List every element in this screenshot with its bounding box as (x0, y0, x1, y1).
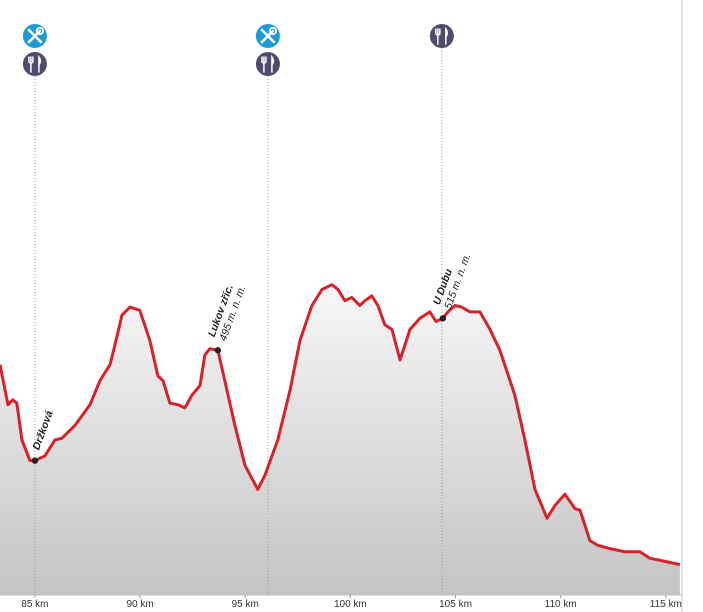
icon-glyph (435, 26, 449, 45)
elevation-line (0, 283, 681, 567)
x-tick-label: 110 km (545, 599, 577, 610)
food-icon (22, 52, 47, 76)
marker-dot (439, 315, 447, 322)
elevation-area (0, 284, 680, 595)
x-tick-label: 115 km (650, 599, 682, 610)
x-tick-label: 100 km (334, 599, 367, 610)
x-tick-label: 90 km (126, 599, 153, 610)
icon-circle (22, 52, 47, 76)
x-tick-label: 105 km (439, 599, 472, 610)
marker-label: Lukov zříc.495 m. n. m. (206, 283, 249, 343)
icon-glyph (35, 26, 45, 36)
icon-glyph (268, 26, 278, 36)
x-tick-label: 95 km (232, 599, 259, 610)
food-icon (429, 24, 454, 48)
service-icon (255, 24, 280, 48)
icon-circle (255, 52, 280, 76)
service-icon (22, 24, 47, 48)
x-tick-label: 85 km (21, 599, 48, 610)
food-icon (255, 52, 280, 76)
icon-glyph (28, 54, 42, 73)
marker-dot (31, 457, 39, 464)
icon-glyph (261, 54, 275, 73)
marker-dot (214, 347, 222, 354)
icon-circle (429, 24, 454, 48)
